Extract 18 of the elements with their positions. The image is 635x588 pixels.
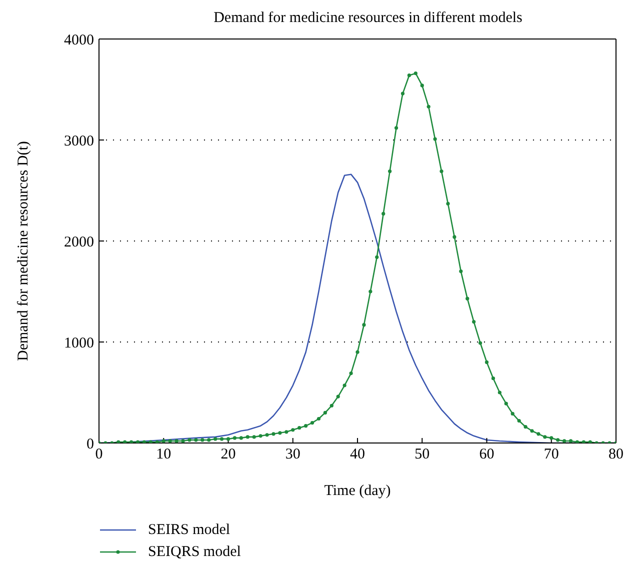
x-tick-label: 60 <box>479 446 494 463</box>
y-tick-label: 1000 <box>64 335 94 352</box>
x-tick-label: 20 <box>220 446 236 463</box>
chart-title: Demand for medicine resources in different models <box>212 10 524 27</box>
x-tick-label: 80 <box>608 446 624 463</box>
x-tick-label: 40 <box>350 446 365 463</box>
x-tick-label: 30 <box>285 446 300 463</box>
legend-label: SEIQRS model <box>148 544 241 560</box>
x-tick-label: 50 <box>414 446 430 463</box>
legend-label: SEIRS model <box>148 522 230 538</box>
y-tick-label: 2000 <box>64 234 94 250</box>
y-tick-label: 0 <box>86 436 94 452</box>
y-tick-label: 3000 <box>64 133 94 150</box>
x-tick-label: 70 <box>544 446 559 463</box>
x-axis-title: Time (day) <box>324 483 391 499</box>
y-axis-title: Demand for medicine resources D(t) <box>15 141 32 361</box>
y-tick-label: 4000 <box>64 32 94 48</box>
x-tick-label: 10 <box>156 446 172 463</box>
